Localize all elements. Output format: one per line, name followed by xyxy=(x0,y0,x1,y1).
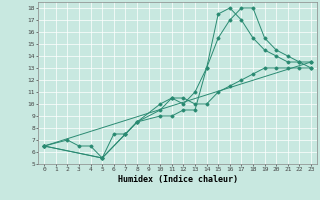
X-axis label: Humidex (Indice chaleur): Humidex (Indice chaleur) xyxy=(118,175,238,184)
